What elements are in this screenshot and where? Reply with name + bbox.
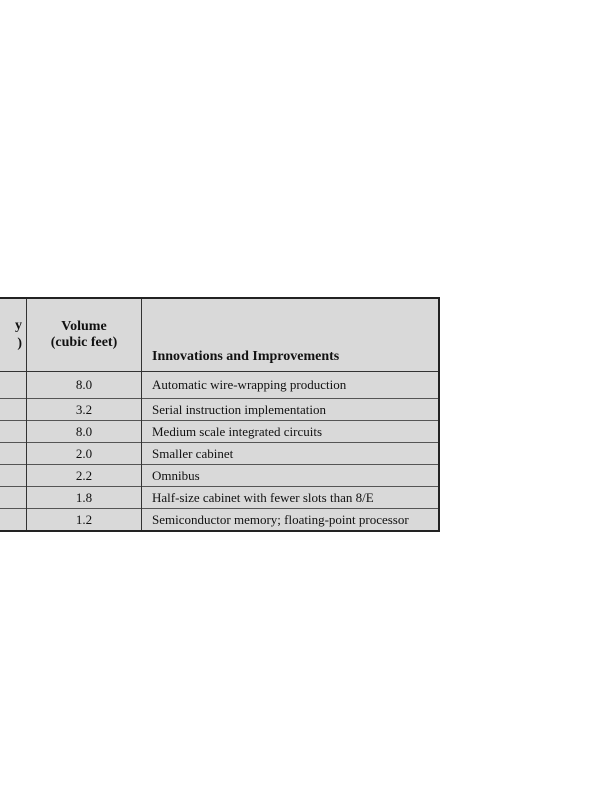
innovation-cell: Serial instruction implementation	[141, 398, 439, 421]
table-row: 2.2 Omnibus	[0, 464, 439, 487]
header-volume: Volume (cubic feet)	[26, 298, 142, 372]
cropped-cell	[0, 398, 27, 421]
innovation-cell: Omnibus	[141, 464, 439, 487]
header-cropped-line-1: y	[15, 318, 22, 333]
cropped-cell	[0, 486, 27, 509]
volume-cell: 3.2	[26, 398, 142, 421]
volume-cell: 8.0	[26, 371, 142, 399]
header-row: y ) Volume (cubic feet) Innovations and …	[0, 298, 439, 372]
volume-cell: 1.2	[26, 508, 142, 531]
innovation-cell: Smaller cabinet	[141, 442, 439, 465]
header-volume-line-2: (cubic feet)	[50, 335, 118, 350]
innovation-cell: Half-size cabinet with fewer slots than …	[141, 486, 439, 509]
innovation-cell: Medium scale integrated circuits	[141, 420, 439, 443]
table-row: 8.0 Medium scale integrated circuits	[0, 420, 439, 443]
innovation-cell: Semiconductor memory; floating-point pro…	[141, 508, 439, 531]
innovation-cell: Automatic wire-wrapping production	[141, 371, 439, 399]
data-table: y ) Volume (cubic feet) Innovations and …	[0, 297, 440, 532]
cropped-cell	[0, 508, 27, 531]
volume-cell: 2.0	[26, 442, 142, 465]
table-row: 1.2 Semiconductor memory; floating-point …	[0, 508, 439, 531]
volume-cell: 8.0	[26, 420, 142, 443]
header-innovations: Innovations and Improvements	[141, 298, 439, 372]
cropped-cell	[0, 420, 27, 443]
table-row: 3.2 Serial instruction implementation	[0, 398, 439, 421]
table-row: 2.0 Smaller cabinet	[0, 442, 439, 465]
cropped-cell	[0, 372, 27, 399]
cropped-cell	[0, 464, 27, 487]
cropped-cell	[0, 442, 27, 465]
table-row: 1.8 Half-size cabinet with fewer slots th…	[0, 486, 439, 509]
header-cropped-line-2: )	[17, 336, 22, 351]
volume-cell: 1.8	[26, 486, 142, 509]
volume-cell: 2.2	[26, 464, 142, 487]
header-cropped-column: y )	[0, 298, 27, 372]
header-volume-line-1: Volume	[61, 319, 107, 334]
table-row: 8.0 Automatic wire-wrapping production	[0, 371, 439, 399]
